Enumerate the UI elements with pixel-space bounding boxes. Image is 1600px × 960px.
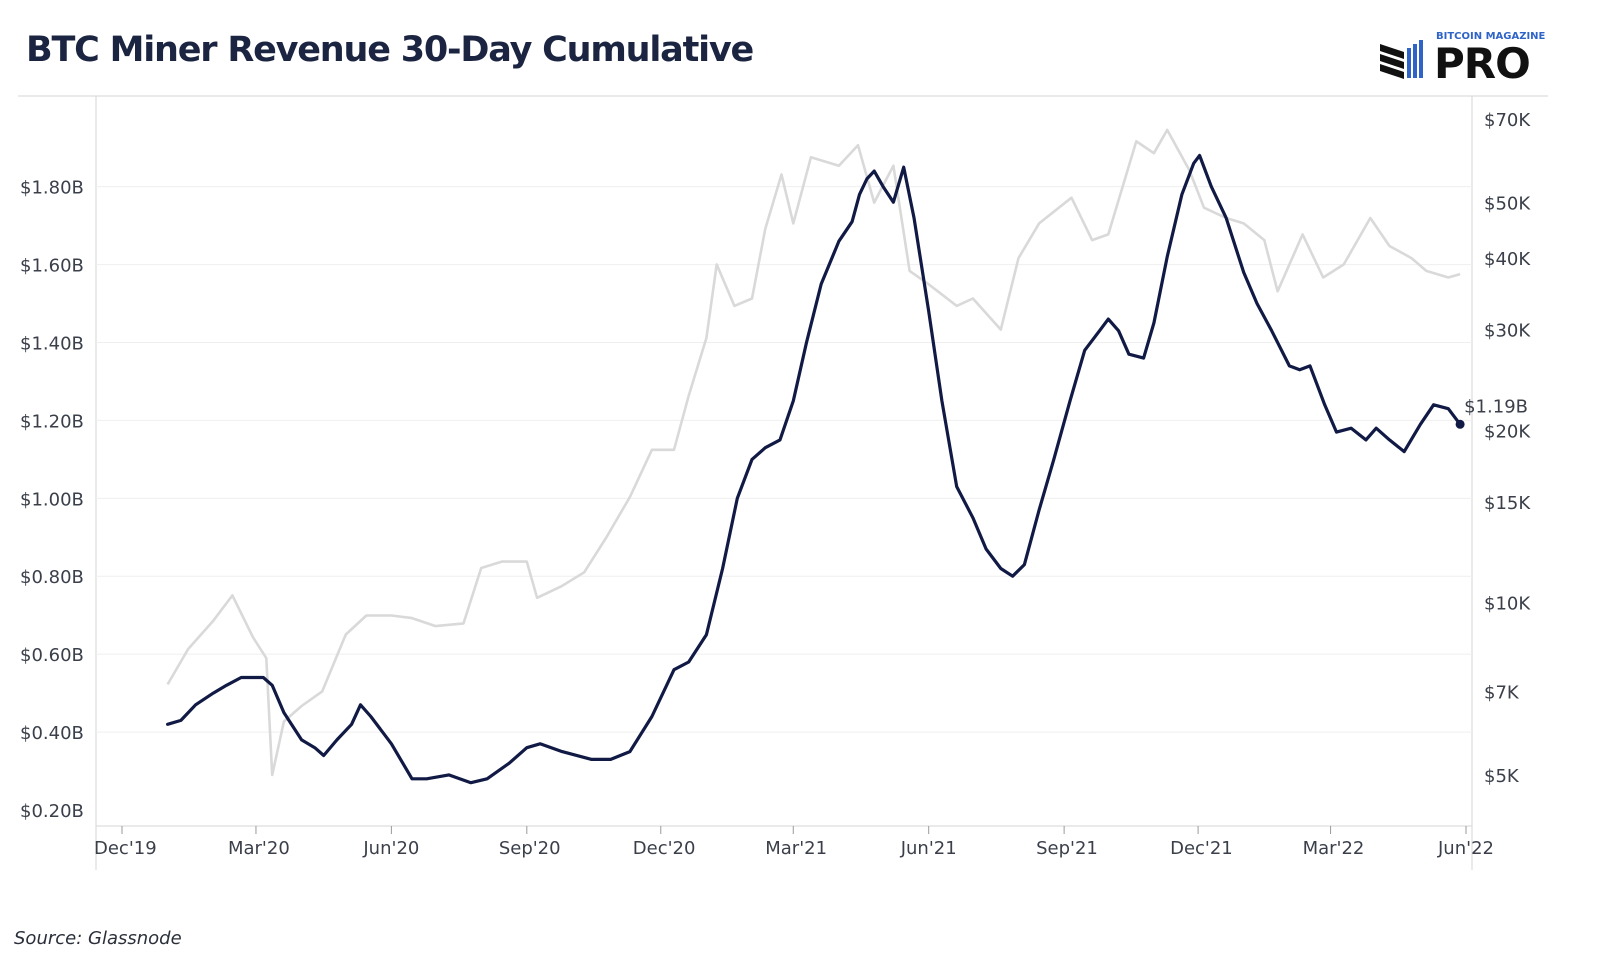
bitcoin-magazine-pro-logo: BITCOIN MAGAZINE PRO (1380, 31, 1546, 88)
grid-lines (96, 186, 1472, 733)
y-right-tick-label: $20K (1484, 421, 1531, 442)
source-note: Source: Glassnode (14, 928, 182, 949)
chart-frame (18, 95, 1548, 870)
x-tick-label: Dec'21 (1170, 838, 1233, 859)
y-left-tick-label: $0.40B (20, 723, 84, 744)
y-left-tick-label: $0.60B (20, 645, 84, 666)
y-right-tick-label: $5K (1484, 766, 1520, 787)
end-value-label: $1.19B (1464, 396, 1528, 417)
y-right-tick-label: $50K (1484, 194, 1531, 215)
y-left-tick-label: $0.80B (20, 567, 84, 588)
series-line-revenue (166, 153, 1462, 785)
y-axis-left: $0.20B $0.40B $0.60B $0.80B $1.00B $1.20B $1.4… (20, 178, 84, 822)
y-left-tick-label: $1.40B (20, 333, 84, 354)
x-axis: Dec'19 Mar'20 Jun'20 Sep'20 Dec'20 Mar'21 Jun'… (94, 826, 1494, 859)
y-left-tick-label: $0.20B (20, 801, 84, 822)
chart-title: BTC Miner Revenue 30-Day Cumulative (26, 30, 754, 70)
x-tick-label: Jun'22 (1437, 838, 1494, 859)
x-tick-label: Jun'21 (900, 838, 957, 859)
x-tick-label: Mar'21 (765, 838, 827, 859)
y-left-tick-label: $1.60B (20, 256, 84, 277)
x-tick-label: Jun'20 (362, 838, 419, 859)
x-tick-label: Dec'20 (633, 838, 696, 859)
y-right-tick-label: $70K (1484, 110, 1531, 131)
x-tick-label: Sep'21 (1036, 838, 1098, 859)
y-right-tick-label: $30K (1484, 321, 1531, 342)
logo-mark-icon (1380, 40, 1423, 79)
y-axis-right: $5K $7K $10K $15K $20K $30K $40K $50K $70K (1484, 110, 1531, 787)
x-tick-label: Mar'20 (228, 838, 290, 859)
series-line-price (166, 128, 1461, 777)
y-left-tick-label: $1.20B (20, 411, 84, 432)
y-right-tick-label: $15K (1484, 493, 1531, 514)
y-left-tick-label: $1.00B (20, 489, 84, 510)
revenue-chart: Dec'19 Mar'20 Jun'20 Sep'20 Dec'20 Mar'21 Jun'… (18, 95, 1548, 870)
x-tick-label: Dec'19 (94, 838, 157, 859)
y-right-tick-label: $40K (1484, 249, 1531, 270)
y-right-tick-label: $7K (1484, 682, 1520, 703)
x-tick-label: Sep'20 (499, 838, 561, 859)
y-right-tick-label: $10K (1484, 594, 1531, 615)
logo-top-text: BITCOIN MAGAZINE (1436, 31, 1546, 42)
y-left-tick-label: $1.80B (20, 178, 84, 199)
x-tick-label: Mar'22 (1303, 838, 1365, 859)
series-end-point (1455, 419, 1465, 429)
logo-main-text: PRO (1434, 39, 1530, 88)
